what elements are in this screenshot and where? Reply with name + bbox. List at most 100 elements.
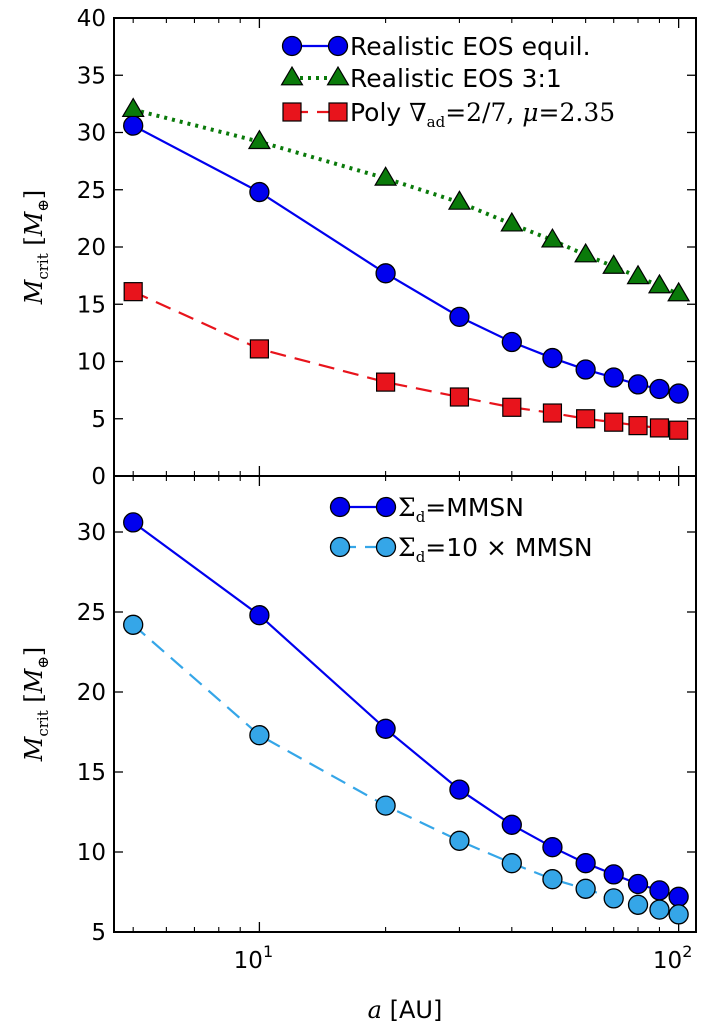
data-point: [123, 614, 144, 635]
data-point: [502, 397, 522, 417]
data-point: [604, 412, 624, 432]
legend-label: Realistic EOS 3:1: [350, 64, 562, 93]
x-tick-label: 102: [653, 942, 692, 974]
x-axis-label: a [AU]: [368, 996, 443, 1024]
series-1-1: [123, 614, 689, 925]
data-point: [542, 403, 563, 423]
data-point: [542, 347, 563, 369]
legend-label: Poly ∇ad=2/7, μ=2.35: [350, 98, 615, 131]
series-line: [132, 290, 679, 432]
data-point: [449, 830, 470, 851]
data-point: [500, 211, 524, 232]
y-axis-label: Mcrit [M⊕]: [20, 190, 52, 306]
data-point: [668, 904, 689, 925]
y-tick-label: 5: [91, 407, 106, 433]
y-axis-label: Mcrit [M⊕]: [20, 647, 52, 763]
data-point: [249, 339, 269, 359]
data-point: [667, 281, 691, 302]
data-point: [649, 880, 670, 901]
data-point: [627, 374, 649, 395]
data-point: [376, 372, 396, 392]
top-panel: 0 5 10 15 20 25 30 35 40 Mcrit [M⊕]: [20, 6, 696, 490]
data-point: [449, 779, 470, 800]
data-point: [649, 899, 670, 920]
legend-label: Σd=MMSN: [398, 493, 524, 526]
data-point: [375, 718, 396, 739]
series-line: [132, 623, 679, 916]
series-line: [132, 521, 679, 898]
data-point: [669, 420, 689, 440]
bottom-legend-rows: Σd=MMSN Σd=10 × MMSN: [329, 493, 593, 566]
data-point: [575, 853, 596, 874]
data-point: [575, 878, 596, 899]
data-point: [626, 264, 650, 285]
data-point: [123, 282, 143, 302]
legend-realistic-equil: Realistic EOS equil.: [281, 32, 591, 61]
bottom-legend: Σd=MMSN Σd=10 × MMSN: [329, 493, 593, 566]
data-point: [628, 416, 648, 436]
y-tick-label: 20: [77, 235, 106, 261]
data-point: [542, 837, 563, 858]
y-tick-label: 25: [77, 600, 106, 626]
data-point: [647, 273, 671, 294]
data-point: [576, 409, 596, 429]
data-point: [123, 512, 144, 533]
series-0-1: [121, 97, 691, 302]
data-point: [501, 853, 522, 874]
y-tick-label: 15: [77, 760, 106, 786]
data-point: [447, 190, 471, 210]
y-tick-label: 35: [77, 63, 106, 89]
y-tick-label: 25: [77, 178, 106, 204]
data-point: [627, 873, 649, 895]
legend-marker: [328, 102, 348, 122]
data-point: [249, 181, 270, 203]
data-point: [603, 367, 624, 388]
y-tick-label: 5: [91, 920, 106, 946]
data-point: [249, 605, 270, 626]
y-tick-label: 0: [91, 464, 106, 490]
legend-marker: [375, 496, 397, 518]
legend-marker: [327, 35, 349, 57]
legend-poly: Poly ∇ad=2/7, μ=2.35: [282, 98, 615, 131]
data-point: [375, 795, 396, 816]
data-point: [575, 359, 596, 380]
data-point: [501, 814, 522, 835]
data-point: [542, 869, 563, 890]
legend-mmsn: Σd=MMSN: [329, 493, 524, 526]
data-point: [668, 886, 689, 907]
data-point: [540, 227, 564, 248]
series-line: [132, 107, 680, 296]
legend-realistic-31: Realistic EOS 3:1: [280, 64, 562, 93]
legend-marker: [282, 102, 302, 122]
data-point: [627, 894, 649, 915]
series-0-2: [123, 282, 689, 440]
y-tick-label: 40: [77, 6, 106, 32]
legend-marker: [280, 65, 304, 86]
legend-mmsn10: Σd=10 × MMSN: [329, 533, 593, 566]
top-legend: Realistic EOS equil. Realistic EOS 3:1 Pol…: [280, 32, 615, 131]
legend-marker: [326, 65, 350, 86]
legend-marker: [329, 496, 351, 518]
data-point: [649, 418, 670, 438]
legend-label: Realistic EOS equil.: [350, 32, 591, 61]
y-tick-label: 10: [77, 350, 106, 376]
legend-marker: [329, 536, 351, 558]
data-point: [574, 242, 598, 263]
y-tick-label: 30: [77, 520, 106, 546]
series-0-0: [123, 115, 689, 404]
data-point: [249, 725, 270, 746]
y-tick-label: 15: [77, 292, 106, 318]
bottom-panel-frame: [113, 475, 697, 933]
data-point: [603, 888, 624, 909]
data-point: [374, 166, 398, 186]
legend-label: Σd=10 × MMSN: [398, 533, 593, 566]
series-1-0: [123, 512, 689, 907]
data-point: [668, 383, 689, 404]
legend-marker: [375, 536, 397, 558]
data-point: [121, 97, 145, 118]
data-point: [603, 864, 624, 885]
legend-marker: [281, 35, 303, 57]
data-point: [449, 387, 470, 407]
data-point: [247, 129, 271, 150]
